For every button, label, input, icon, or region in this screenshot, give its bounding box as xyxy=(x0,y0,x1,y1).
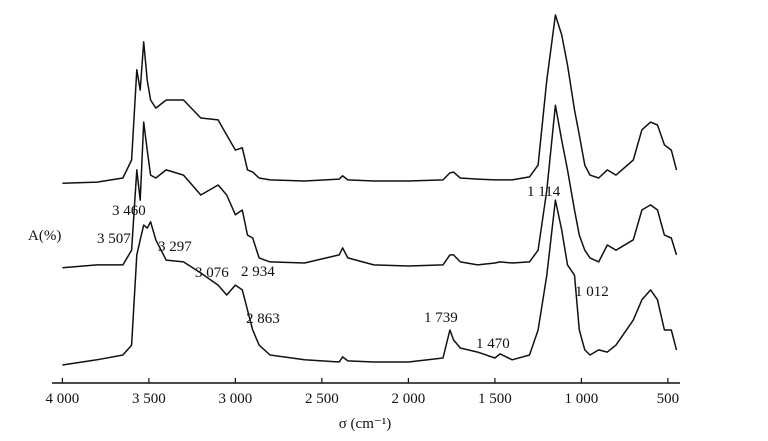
spectrum-line xyxy=(62,104,678,269)
peak-label: 1 114 xyxy=(527,184,561,200)
x-tick-label: 4 000 xyxy=(46,391,80,407)
x-tick-label: 1 500 xyxy=(478,391,512,407)
spectrum-line xyxy=(62,199,678,366)
peak-label: 1 012 xyxy=(575,284,609,300)
y-axis-label: A(%) xyxy=(28,228,61,244)
peak-label: 1 739 xyxy=(424,310,458,326)
peak-label: 3 507 xyxy=(97,231,131,247)
x-tick-label: 3 500 xyxy=(132,391,166,407)
peak-label: 1 470 xyxy=(476,336,510,352)
x-tick-label: 2 500 xyxy=(305,391,339,407)
x-axis-label: σ (cm⁻¹) xyxy=(339,416,392,432)
x-tick-label: 500 xyxy=(657,391,680,407)
peak-label: 3 297 xyxy=(158,239,192,255)
x-tick-label: 3 000 xyxy=(219,391,253,407)
peak-label: 3 460 xyxy=(112,203,146,219)
peak-label: 2 863 xyxy=(246,311,280,327)
x-tick-label: 2 000 xyxy=(392,391,426,407)
peak-label: 3 076 xyxy=(195,265,229,281)
spectrum-line xyxy=(62,14,678,184)
peak-label: 2 934 xyxy=(241,264,275,280)
x-tick-label: 1 000 xyxy=(565,391,599,407)
